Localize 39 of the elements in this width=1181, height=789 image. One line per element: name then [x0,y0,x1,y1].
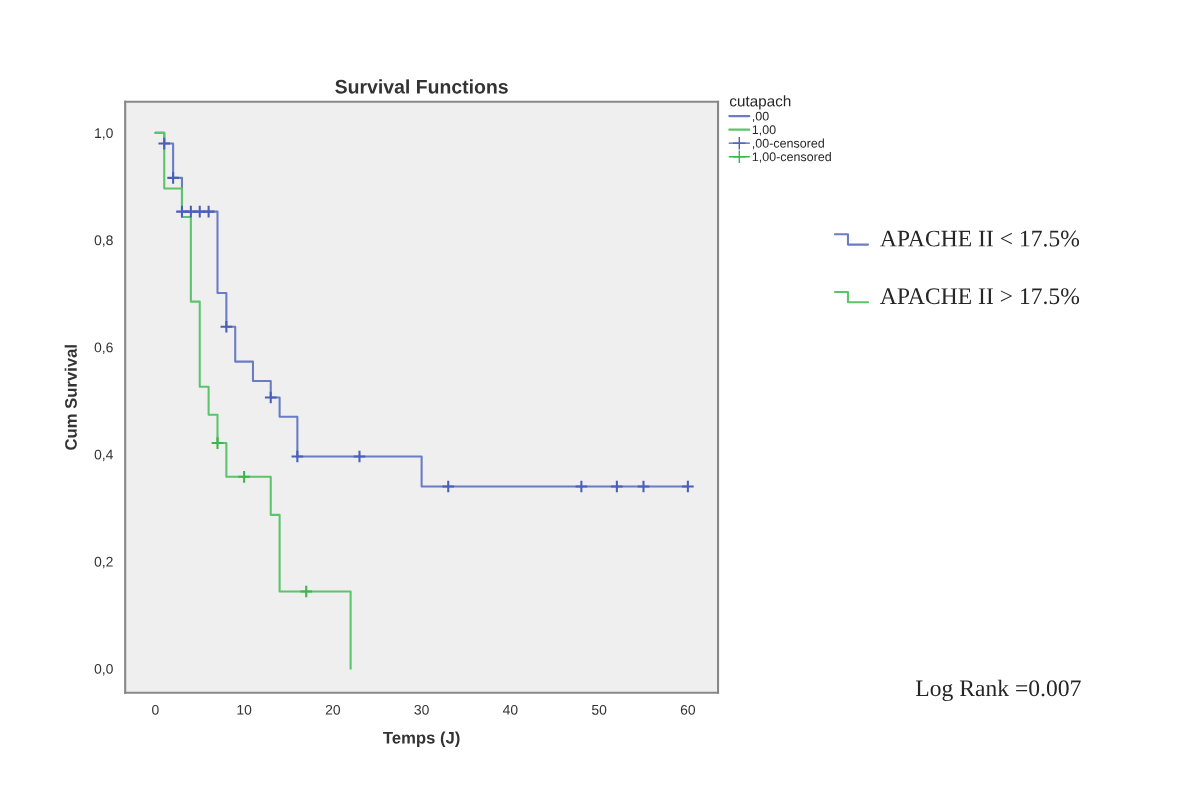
legend-title: cutapach [729,95,791,110]
point [166,171,180,185]
x-tick-label: 60 [680,704,696,715]
x-tick-label: 30 [414,704,429,715]
point [210,436,225,450]
x-tick-label: 10 [237,704,252,715]
legend-label: 1,00-censored [752,152,831,163]
y-tick-label: 0,4 [94,449,113,462]
legend-label: 1,00 [752,125,776,136]
point [237,469,251,484]
y-tick-label: 0,0 [94,663,113,676]
point [610,479,624,494]
y-tick-label: 0,8 [94,235,113,247]
x-tick-label: 0 [152,704,159,715]
x-tick-label: 50 [591,704,607,715]
text: APACHE II > 17.5% [880,288,1080,305]
point [219,319,234,334]
y-axis-title: Cum Survival [64,345,77,450]
legend-label: ,00-censored [752,138,824,150]
point [290,449,305,464]
y-tick-label: 0,6 [94,342,113,354]
point [681,479,695,494]
x-axis-title: Temps (J) [383,731,460,747]
x-tick-label: 20 [325,704,341,715]
chart-title: Survival Functions [335,79,508,94]
y-tick-label: 1,0 [95,128,113,140]
y-tick-label: 0,2 [94,556,113,569]
point [636,479,651,494]
text: APACHE II < 17.5% [880,230,1080,247]
point [263,390,278,405]
x-tick-label: 40 [502,704,518,715]
text: Log Rank =0.007 [915,679,1081,702]
point [441,479,456,494]
point [157,136,172,151]
point [201,204,216,219]
legend-label: ,00 [752,111,769,123]
point [299,584,314,599]
point [352,449,367,464]
point [574,479,589,494]
